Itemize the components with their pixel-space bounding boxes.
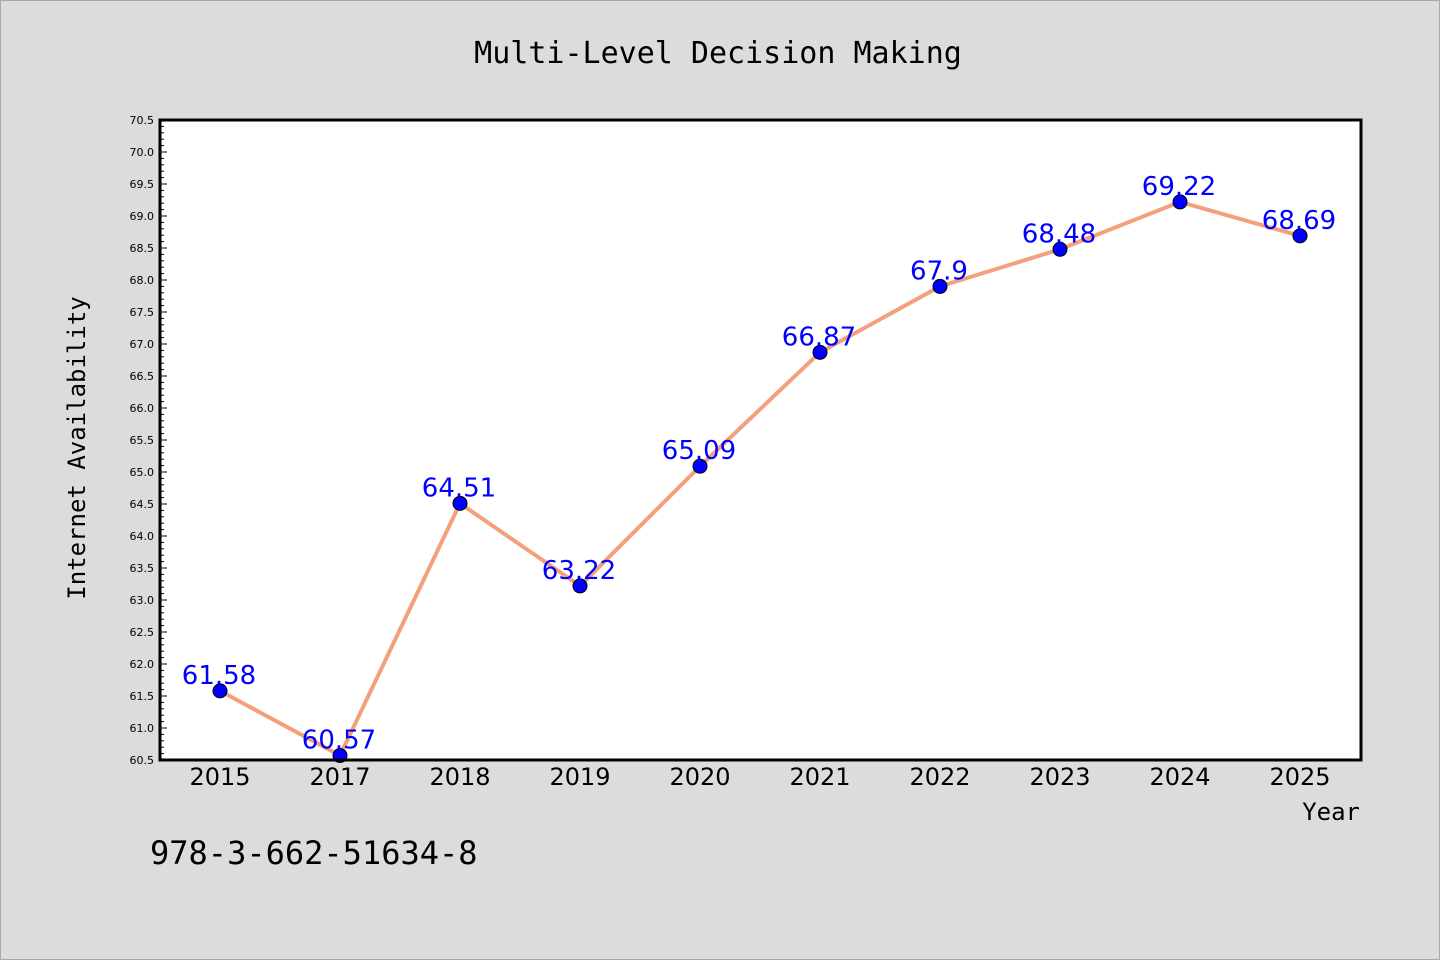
y-tick-label: 70.0 <box>130 146 155 159</box>
data-point <box>1172 194 1188 210</box>
y-axis-label: Internet Availability <box>63 296 91 599</box>
x-axis-ticks: 2015 2017 2018 2019 2020 2021 2022 2023 2024 2025 <box>189 763 1330 791</box>
y-tick-label: 62.0 <box>130 658 155 671</box>
y-tick-label: 70.5 <box>130 114 155 127</box>
chart-title: Multi-Level Decision Making <box>474 36 962 71</box>
y-tick-label: 66.0 <box>130 402 155 415</box>
data-point <box>212 683 228 699</box>
x-axis-label: Year <box>1302 798 1360 826</box>
data-point <box>452 495 468 511</box>
y-tick-label: 64.5 <box>130 498 155 511</box>
data-label: 69.22 <box>1142 172 1216 202</box>
x-tick-label: 2019 <box>549 763 610 791</box>
data-label: 66.87 <box>782 322 856 352</box>
y-tick-label: 61.5 <box>130 690 155 703</box>
y-tick-label: 68.5 <box>130 242 155 255</box>
x-tick-label: 2017 <box>309 763 370 791</box>
y-tick-label: 69.0 <box>130 210 155 223</box>
y-tick-label: 62.5 <box>130 626 155 639</box>
x-tick-label: 2018 <box>429 763 490 791</box>
x-tick-label: 2023 <box>1029 763 1090 791</box>
data-label: 67.9 <box>910 256 968 286</box>
data-label: 61.58 <box>182 661 256 691</box>
y-tick-label: 61.0 <box>130 722 155 735</box>
data-label: 65.09 <box>662 436 736 466</box>
series-markers <box>212 194 1308 764</box>
series-line <box>218 199 1302 758</box>
plot-border <box>158 118 1363 762</box>
y-tick-label: 66.5 <box>130 370 155 383</box>
data-label: 64.51 <box>422 473 496 503</box>
y-tick-label: 60.5 <box>130 754 155 767</box>
data-point <box>932 278 948 294</box>
isbn-annotation: 978-3-662-51634-8 <box>150 834 478 872</box>
y-tick-label: 69.5 <box>130 178 155 191</box>
y-tick-label: 65.5 <box>130 434 155 447</box>
y-tick-label: 63.5 <box>130 562 155 575</box>
y-tick-label: 64.0 <box>130 530 155 543</box>
data-label: 60.57 <box>302 726 376 756</box>
y-tick-label: 67.0 <box>130 338 155 351</box>
data-labels: 61.58 60.57 64.51 63.22 65.09 66.87 67.9 68.48 6… <box>182 172 1336 756</box>
x-tick-label: 2020 <box>669 763 730 791</box>
data-label: 68.69 <box>1262 206 1336 236</box>
data-label: 63.22 <box>542 556 616 586</box>
x-tick-label: 2024 <box>1149 763 1210 791</box>
plot-area <box>160 120 1361 760</box>
y-tick-label: 67.5 <box>130 306 155 319</box>
data-point <box>1292 228 1308 244</box>
y-tick-label: 68.0 <box>130 274 155 287</box>
x-tick-label: 2015 <box>189 763 250 791</box>
data-point <box>572 578 588 594</box>
data-point <box>692 458 708 474</box>
data-point <box>1052 241 1068 257</box>
data-point <box>812 344 828 360</box>
x-tick-label: 2025 <box>1269 763 1330 791</box>
x-tick-label: 2021 <box>789 763 850 791</box>
y-tick-label: 63.0 <box>130 594 155 607</box>
x-tick-label: 2022 <box>909 763 970 791</box>
y-tick-label: 65.0 <box>130 466 155 479</box>
data-label: 68.48 <box>1022 219 1096 249</box>
